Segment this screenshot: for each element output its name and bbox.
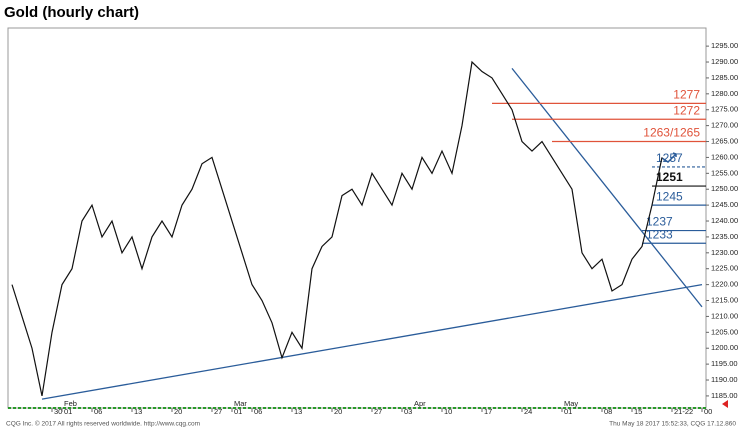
y-tick-label: 1290.00: [711, 57, 738, 66]
footer-right: Thu May 18 2017 15:52:33, CQG 17.12.860: [609, 421, 736, 428]
x-tick-label: 06: [94, 407, 102, 416]
y-tick-label: 1265.00: [711, 137, 738, 146]
x-tick-label: 10: [444, 407, 452, 416]
y-tick-label: 1260.00: [711, 152, 738, 161]
level-label: 1237: [646, 215, 673, 229]
y-tick-label: 1245.00: [711, 200, 738, 209]
footer-left: CQG Inc. © 2017 All rights reserved worl…: [6, 420, 200, 428]
y-tick-label: 1270.00: [711, 121, 738, 130]
x-tick-label: 01: [234, 407, 242, 416]
x-tick-label: 08: [604, 407, 612, 416]
y-tick-label: 1205.00: [711, 327, 738, 336]
y-tick-label: 1280.00: [711, 89, 738, 98]
level-label: 1272: [673, 103, 700, 117]
level-label: 1233: [646, 227, 673, 241]
x-tick-label: 27: [214, 407, 222, 416]
level-label: 1251: [656, 170, 683, 184]
y-tick-label: 1220.00: [711, 280, 738, 289]
x-tick-label: 24: [524, 407, 532, 416]
y-tick-label: 1240.00: [711, 216, 738, 225]
x-tick-label: 03: [404, 407, 412, 416]
month-label: Apr: [414, 399, 426, 408]
trend-line: [511, 67, 703, 308]
x-tick-label: 30: [54, 407, 62, 416]
x-tick-label: 01: [64, 407, 72, 416]
month-label: May: [564, 399, 578, 408]
y-tick-label: 1200.00: [711, 343, 738, 352]
y-tick-label: 1185.00: [711, 391, 738, 400]
x-tick-label: 00: [704, 407, 712, 416]
y-tick-label: 1285.00: [711, 73, 738, 82]
scroll-arrow: [722, 400, 728, 408]
arrow-icon: [661, 152, 677, 163]
y-tick-label: 1215.00: [711, 296, 738, 305]
x-tick-label: 15: [634, 407, 642, 416]
level-label: 1277: [673, 88, 700, 102]
x-tick-label: 20: [334, 407, 342, 416]
trend-line: [41, 283, 703, 400]
level-label: 1257: [656, 151, 683, 165]
chart-title: Gold (hourly chart): [4, 4, 139, 21]
y-tick-label: 1275.00: [711, 105, 738, 114]
price-line: [11, 60, 663, 397]
y-tick-label: 1255.00: [711, 168, 738, 177]
level-label: 1263/1265: [643, 126, 700, 140]
level-label: 1245: [656, 189, 683, 203]
y-tick-label: 1230.00: [711, 248, 738, 257]
x-tick-label: 20: [174, 407, 182, 416]
y-tick-label: 1195.00: [711, 359, 738, 368]
x-tick-label: 06: [254, 407, 262, 416]
x-tick-label: 13: [294, 407, 302, 416]
y-tick-label: 1190.00: [711, 375, 738, 384]
x-tick-label: 13: [134, 407, 142, 416]
plot-frame: [7, 27, 707, 409]
x-tick-label: 21-22: [674, 407, 693, 416]
y-tick-label: 1210.00: [711, 311, 738, 320]
month-label: Mar: [234, 399, 247, 408]
y-tick-label: 1225.00: [711, 264, 738, 273]
y-tick-label: 1250.00: [711, 184, 738, 193]
y-tick-label: 1235.00: [711, 232, 738, 241]
x-tick-label: 27: [374, 407, 382, 416]
month-label: Feb: [64, 399, 77, 408]
x-tick-label: 17: [484, 407, 492, 416]
y-tick-label: 1295.00: [711, 41, 738, 50]
x-tick-label: 01: [564, 407, 572, 416]
